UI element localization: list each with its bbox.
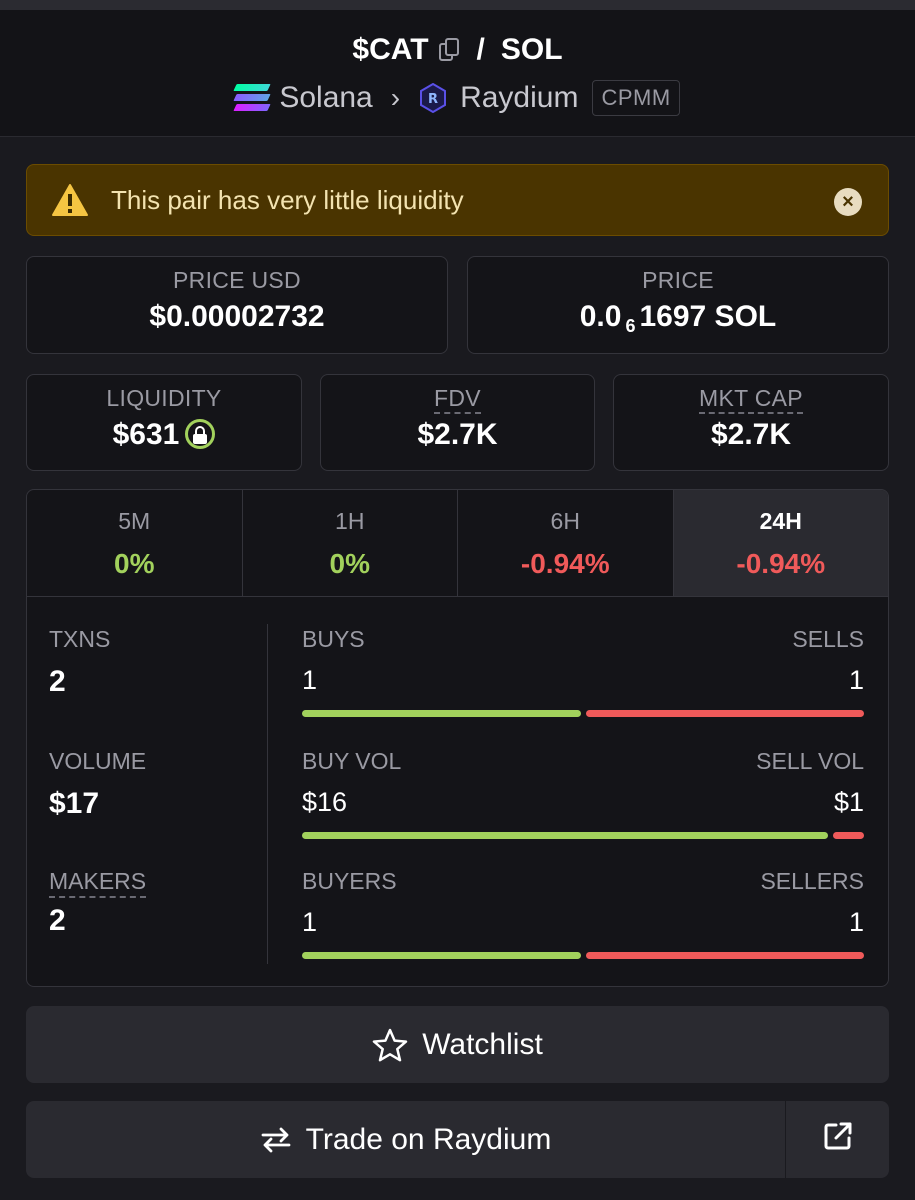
breadcrumb: Solana › R Raydium CPMM bbox=[0, 80, 915, 116]
sellers-value: 1 bbox=[848, 907, 864, 937]
txns-label: TXNS bbox=[49, 626, 111, 652]
solana-logo-icon bbox=[233, 84, 271, 112]
low-liquidity-warning: This pair has very little liquidity × bbox=[26, 164, 889, 236]
tab-label: 6H bbox=[550, 508, 580, 534]
price-zero-count: 6 bbox=[625, 316, 636, 336]
watchlist-label: Watchlist bbox=[422, 1027, 543, 1061]
volume-value: $17 bbox=[49, 787, 100, 820]
sellers-bar-fill bbox=[585, 952, 864, 959]
pair-title: $CAT / SOL bbox=[0, 32, 915, 68]
tab-1h[interactable]: 1H 0% bbox=[243, 490, 458, 596]
mkt-cap-card: MKT CAP $2.7K bbox=[613, 374, 889, 471]
volume-metric: VOLUME $17 bbox=[49, 748, 146, 821]
buy-vol-bar-fill bbox=[302, 832, 828, 839]
buyers-sellers-bar bbox=[302, 952, 864, 959]
liquidity-label: LIQUIDITY bbox=[106, 385, 222, 411]
external-link-icon bbox=[822, 1120, 854, 1160]
buy-vol-value: $16 bbox=[302, 787, 348, 817]
sell-vol-value: $1 bbox=[833, 787, 864, 817]
tab-change: 0% bbox=[329, 548, 370, 579]
external-link-button[interactable] bbox=[785, 1101, 889, 1178]
tab-5m[interactable]: 5M 0% bbox=[27, 490, 243, 596]
price-prefix: 0.0 bbox=[579, 300, 622, 333]
mkt-cap-label[interactable]: MKT CAP bbox=[699, 385, 803, 414]
stats-panel: 5M 0% 1H 0% 6H -0.94% 24H -0.94% TXNS 2 … bbox=[26, 489, 889, 987]
buys-sells-group: BUYS SELLS 1 1 bbox=[302, 626, 864, 717]
lock-icon[interactable] bbox=[185, 419, 216, 449]
volume-label: VOLUME bbox=[49, 748, 147, 774]
chevron-right-icon: › bbox=[390, 82, 401, 113]
buys-sells-bar bbox=[302, 710, 864, 717]
sells-bar-fill bbox=[585, 710, 864, 717]
makers-label[interactable]: MAKERS bbox=[49, 868, 147, 898]
close-icon[interactable]: × bbox=[834, 188, 862, 216]
svg-text:R: R bbox=[428, 92, 438, 107]
sell-vol-label: SELL VOL bbox=[756, 748, 864, 774]
star-icon bbox=[372, 1028, 408, 1062]
tab-change: 0% bbox=[114, 548, 155, 579]
trade-label: Trade on Raydium bbox=[305, 1122, 552, 1156]
price-usd-value: $0.00002732 bbox=[149, 300, 325, 333]
volume-split-bar bbox=[302, 832, 864, 839]
column-divider bbox=[267, 624, 268, 964]
tab-change: -0.94% bbox=[520, 548, 610, 579]
tab-change: -0.94% bbox=[736, 548, 826, 579]
swap-arrows-icon bbox=[260, 1127, 292, 1153]
fdv-value: $2.7K bbox=[417, 418, 498, 451]
liquidity-value-row: $631 bbox=[27, 418, 301, 452]
buyers-bar-fill bbox=[302, 952, 581, 959]
mkt-cap-value: $2.7K bbox=[710, 418, 792, 451]
totals-column: TXNS 2 VOLUME $17 MAKERS 2 bbox=[27, 598, 267, 986]
sell-vol-bar-fill bbox=[832, 832, 864, 839]
warning-message: This pair has very little liquidity bbox=[111, 184, 464, 215]
price-native-value: 0.0 6 1697 SOL bbox=[468, 300, 888, 337]
top-strip bbox=[0, 0, 915, 10]
buyers-label: BUYERS bbox=[302, 868, 397, 894]
timeframe-tabs: 5M 0% 1H 0% 6H -0.94% 24H -0.94% bbox=[27, 490, 888, 597]
pair-header: $CAT / SOL Solana › R Raydium CPMM bbox=[0, 10, 915, 137]
price-native-label: PRICE bbox=[642, 267, 714, 293]
price-usd-label: PRICE USD bbox=[173, 267, 301, 293]
price-native-card: PRICE 0.0 6 1697 SOL bbox=[467, 256, 889, 354]
buys-bar-fill bbox=[302, 710, 581, 717]
sells-label: SELLS bbox=[792, 626, 864, 652]
txns-value: 2 bbox=[49, 665, 66, 698]
buys-label: BUYS bbox=[302, 626, 365, 652]
dex-link[interactable]: Raydium bbox=[460, 81, 579, 114]
tab-label: 1H bbox=[335, 508, 365, 534]
copy-address-icon[interactable] bbox=[438, 38, 461, 62]
tab-6h[interactable]: 6H -0.94% bbox=[458, 490, 674, 596]
tab-24h[interactable]: 24H -0.94% bbox=[673, 490, 888, 596]
pool-type-badge: CPMM bbox=[592, 80, 680, 116]
fdv-card: FDV $2.7K bbox=[320, 374, 595, 471]
buyers-sellers-group: BUYERS SELLERS 1 1 bbox=[302, 868, 864, 959]
makers-value: 2 bbox=[49, 904, 66, 937]
txns-metric: TXNS 2 bbox=[49, 626, 110, 699]
buyers-value: 1 bbox=[302, 907, 318, 937]
trade-main[interactable]: Trade on Raydium bbox=[26, 1123, 785, 1157]
tab-label: 5M bbox=[118, 508, 151, 534]
buys-value: 1 bbox=[302, 665, 318, 695]
fdv-label[interactable]: FDV bbox=[434, 385, 481, 414]
base-symbol: $CAT bbox=[352, 33, 429, 66]
liquidity-card: LIQUIDITY $631 bbox=[26, 374, 302, 471]
pair-separator: / bbox=[476, 33, 485, 66]
price-suffix: 1697 SOL bbox=[639, 300, 777, 333]
tab-label: 24H bbox=[759, 508, 802, 534]
makers-metric: MAKERS 2 bbox=[49, 868, 147, 938]
liquidity-value: $631 bbox=[112, 418, 180, 451]
buy-vol-label: BUY VOL bbox=[302, 748, 402, 774]
quote-symbol: SOL bbox=[500, 33, 563, 66]
sells-value: 1 bbox=[848, 665, 864, 695]
watchlist-button[interactable]: Watchlist bbox=[26, 1006, 889, 1083]
chain-link[interactable]: Solana bbox=[279, 81, 373, 114]
price-usd-card: PRICE USD $0.00002732 bbox=[26, 256, 448, 354]
trade-button[interactable]: Trade on Raydium bbox=[26, 1101, 889, 1178]
volume-split-group: BUY VOL SELL VOL $16 $1 bbox=[302, 748, 864, 839]
warning-icon bbox=[51, 183, 89, 217]
sellers-label: SELLERS bbox=[760, 868, 864, 894]
raydium-logo-icon: R bbox=[418, 82, 448, 114]
